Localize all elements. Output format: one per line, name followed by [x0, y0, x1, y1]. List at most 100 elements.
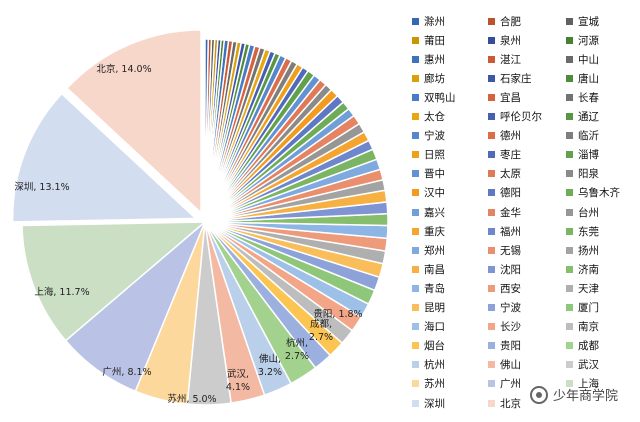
legend-label: 成都 — [578, 340, 599, 353]
legend-label: 嘉兴 — [424, 206, 445, 219]
pie-slice-上海 — [21, 221, 208, 342]
legend-item: 枣庄 — [488, 146, 521, 164]
legend-item: 河源 — [566, 31, 599, 49]
watermark-text: 少年商学院 — [552, 389, 618, 404]
legend-swatch — [488, 93, 495, 101]
legend-label: 海口 — [424, 321, 445, 334]
legend-item: 湛江 — [488, 50, 521, 68]
legend-label: 南京 — [578, 321, 599, 334]
legend-label: 金华 — [500, 206, 521, 219]
legend-label: 苏州 — [424, 378, 445, 391]
legend-item: 宁波 — [488, 299, 521, 317]
legend-swatch — [412, 74, 419, 82]
legend-label: 乌鲁木齐 — [578, 187, 620, 200]
legend-item: 德州 — [488, 127, 521, 145]
legend-item: 贵阳 — [488, 337, 521, 355]
legend-item: 佛山 — [488, 356, 521, 374]
legend-label: 晋中 — [424, 168, 445, 181]
legend-item: 北京 — [488, 394, 521, 412]
legend-item: 西安 — [488, 279, 521, 297]
legend-label: 莆田 — [424, 34, 445, 47]
data-label-成都: 成都, 2.7% — [309, 318, 333, 343]
data-label-杭州: 杭州, 2.7% — [285, 337, 309, 362]
legend-label: 阳泉 — [578, 168, 599, 181]
legend-swatch — [488, 380, 495, 388]
legend-swatch — [566, 151, 573, 159]
legend-swatch — [412, 323, 419, 331]
legend-item: 台州 — [566, 203, 599, 221]
legend-label: 宁波 — [500, 302, 521, 314]
legend-label: 无锡 — [500, 244, 521, 257]
legend-swatch — [488, 361, 495, 369]
legend-item: 唐山 — [566, 69, 599, 87]
legend-swatch — [566, 170, 573, 178]
legend-item: 太原 — [488, 165, 521, 183]
legend-swatch — [566, 208, 573, 216]
legend-label: 太原 — [500, 168, 521, 181]
legend-item: 呼伦贝尔 — [488, 108, 542, 126]
legend-item: 乌鲁木齐 — [566, 184, 620, 202]
legend-item: 郑州 — [412, 241, 445, 259]
legend-item: 石家庄 — [488, 69, 532, 87]
legend-item: 广州 — [488, 375, 521, 393]
legend-swatch — [488, 208, 495, 216]
legend-swatch — [488, 323, 495, 331]
legend-label: 青岛 — [424, 282, 445, 295]
legend-swatch — [412, 17, 419, 25]
legend-item: 阳泉 — [566, 165, 599, 183]
data-label-上海: 上海, 11.7% — [34, 286, 89, 298]
data-label-佛山: 佛山, 3.2% — [258, 353, 282, 378]
legend-swatch — [412, 399, 419, 407]
legend-item: 泉州 — [488, 31, 521, 49]
legend-label: 合肥 — [500, 15, 521, 28]
legend-item: 长春 — [566, 88, 599, 106]
legend-item: 淄博 — [566, 146, 599, 164]
legend-label: 台州 — [578, 206, 599, 219]
legend-label: 德阳 — [500, 187, 521, 200]
watermark: 少年商学院 — [529, 385, 618, 404]
legend-swatch — [488, 284, 495, 292]
legend-swatch — [412, 361, 419, 369]
legend-item: 双鸭山 — [412, 88, 456, 106]
legend-label: 昆明 — [424, 302, 445, 314]
legend-swatch — [488, 36, 495, 44]
legend-label: 滁州 — [424, 15, 445, 28]
pie-slice-北京 — [65, 29, 202, 215]
legend-item: 沈阳 — [488, 260, 521, 278]
legend-label: 烟台 — [424, 340, 445, 353]
legend-label: 宣城 — [578, 15, 599, 28]
legend-label: 厦门 — [578, 302, 599, 314]
legend-item: 太仓 — [412, 108, 445, 126]
legend-item: 滁州 — [412, 12, 445, 30]
legend-item: 宣城 — [566, 12, 599, 30]
legend-item: 成都 — [566, 337, 599, 355]
legend-label: 广州 — [500, 378, 521, 391]
legend-label: 枣庄 — [500, 149, 521, 162]
legend-item: 青岛 — [412, 279, 445, 297]
legend-swatch — [488, 113, 495, 120]
legend-label: 扬州 — [578, 244, 599, 257]
legend-item: 扬州 — [566, 241, 599, 259]
legend-item: 天津 — [566, 279, 599, 297]
legend-item: 上海 — [566, 375, 599, 393]
legend-label: 日照 — [424, 149, 445, 162]
data-label-苏州: 苏州, 5.0% — [167, 393, 216, 405]
pie-slice-深圳 — [11, 92, 198, 223]
legend-label: 贵阳 — [500, 340, 521, 353]
legend-label: 上海 — [578, 378, 599, 391]
legend-swatch — [412, 208, 419, 216]
legend-item: 宜昌 — [488, 88, 521, 106]
legend-swatch — [566, 227, 573, 235]
legend-item: 海口 — [412, 318, 445, 336]
legend-swatch — [412, 265, 419, 273]
legend-item: 烟台 — [412, 337, 445, 355]
legend-swatch — [566, 246, 573, 254]
legend-item: 中山 — [566, 50, 599, 68]
legend-item: 廊坊 — [412, 69, 445, 87]
legend-swatch — [488, 246, 495, 254]
legend-label: 天津 — [578, 282, 599, 295]
legend-item: 合肥 — [488, 12, 521, 30]
legend-label: 长春 — [578, 91, 599, 104]
legend-item: 临沂 — [566, 127, 599, 145]
legend-swatch — [412, 170, 419, 178]
